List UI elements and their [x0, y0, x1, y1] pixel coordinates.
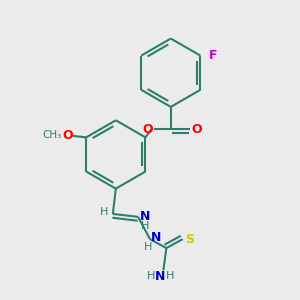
Text: N: N	[155, 270, 166, 283]
Text: H: H	[140, 221, 149, 231]
Text: O: O	[191, 123, 202, 136]
Text: CH₃: CH₃	[42, 130, 62, 140]
Text: H: H	[144, 242, 153, 252]
Text: N: N	[140, 210, 150, 224]
Text: H: H	[166, 271, 174, 281]
Text: S: S	[185, 233, 194, 246]
Text: O: O	[142, 123, 153, 136]
Text: H: H	[147, 271, 156, 281]
Text: H: H	[100, 207, 109, 218]
Text: O: O	[62, 129, 73, 142]
Text: N: N	[152, 231, 162, 244]
Text: F: F	[209, 49, 217, 62]
